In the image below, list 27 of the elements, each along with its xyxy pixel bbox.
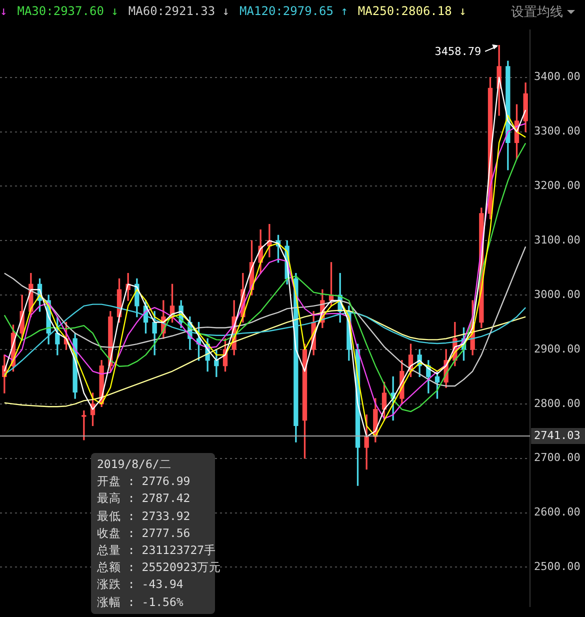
text: 设置均线 — [511, 4, 563, 21]
annotation: 开盘 : 2776.99 — [97, 473, 192, 490]
y-tick-label: 2500.00 — [534, 560, 580, 574]
y-tick-label: 3300.00 — [534, 124, 580, 138]
text: ↓ — [0, 4, 8, 18]
text: MA60:2921.33 ↓ — [128, 4, 230, 18]
text: MA120:2979.65 ↑ — [240, 4, 348, 18]
ref-line-label: 2741.03 — [534, 428, 580, 442]
annotation: 总量 : 231123727手 — [97, 542, 216, 560]
y-tick-label: 2600.00 — [534, 506, 580, 519]
y-tick-label: 2900.00 — [534, 342, 580, 356]
annotation: 2019/8/6/二 — [97, 456, 172, 473]
y-tick-label: 3400.00 — [534, 70, 580, 84]
y-tick-label: 3200.00 — [534, 179, 580, 192]
annotation: 最高 : 2787.42 — [97, 490, 192, 508]
text: MA30:2937.60 ↓ — [17, 4, 118, 18]
y-tick-label: 3000.00 — [534, 288, 580, 301]
annotation: 最低 : 2733.92 — [97, 508, 192, 525]
y-tick-label: 2800.00 — [534, 396, 580, 410]
annotation: 总额 : 25520923万元 — [97, 559, 222, 576]
annotation: 涨幅 : -1.56% — [97, 594, 184, 611]
y-tick-label: 2700.00 — [534, 451, 580, 464]
annotation: 3458.79 — [434, 45, 482, 58]
annotation: 收盘 : 2777.56 — [97, 524, 192, 542]
text: MA250:2806.18 ↓ — [358, 4, 466, 18]
y-tick-label: 3100.00 — [534, 234, 580, 246]
annotation: 涨跌 : -43.94 — [97, 576, 184, 594]
